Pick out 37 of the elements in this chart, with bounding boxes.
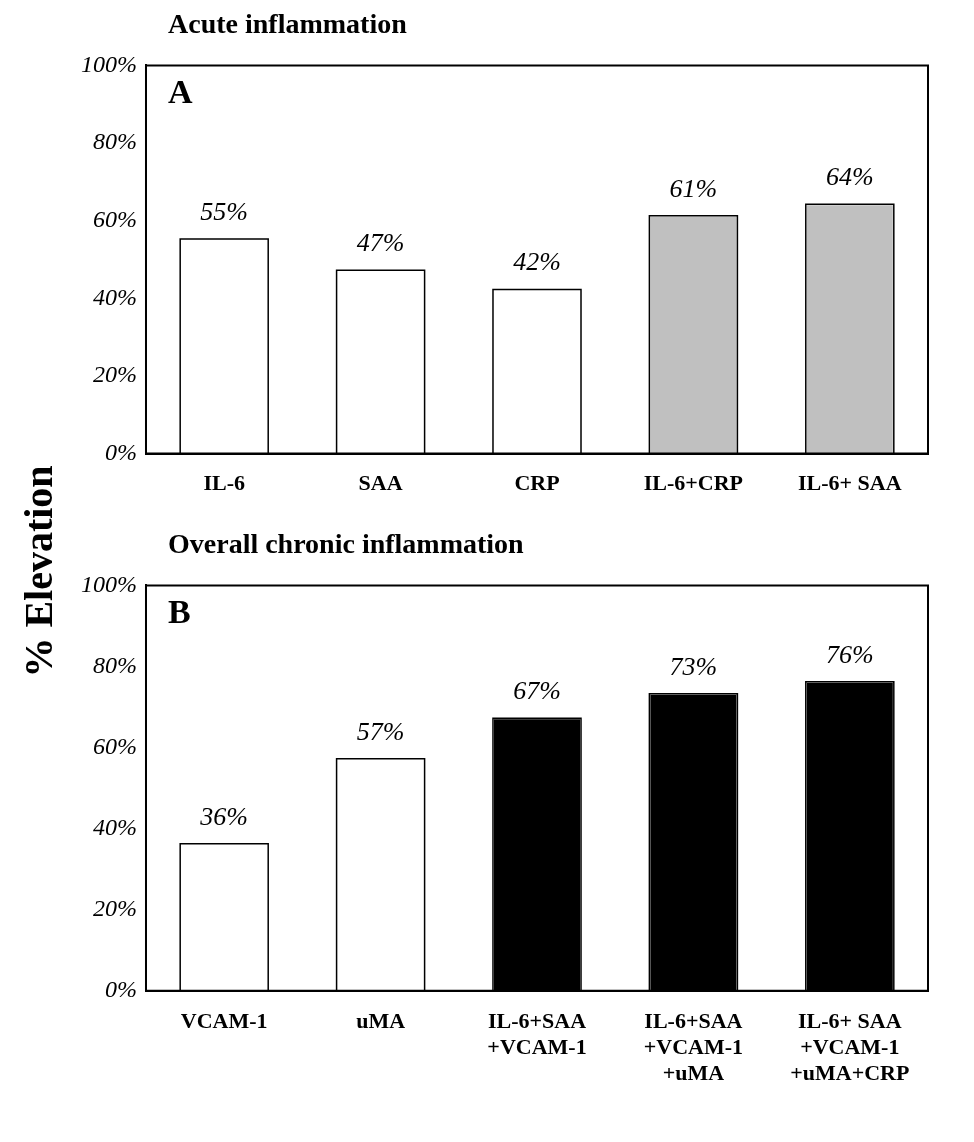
y-tick-label: 80% — [92, 651, 137, 678]
x-tick-label: VCAM-1 — [180, 1007, 268, 1033]
y-tick-label: 0% — [104, 976, 137, 1003]
data-label: 55% — [200, 196, 249, 226]
chart-title: Acute inflammation — [168, 8, 408, 41]
y-tick-label: 20% — [92, 895, 137, 922]
y-tick-label: 20% — [92, 361, 137, 388]
x-tick-label: IL-6+ SAA +VCAM-1 +uMA+CRP — [790, 1007, 910, 1086]
x-tick-label: IL-6 — [203, 470, 245, 496]
y-tick-label: 60% — [92, 732, 137, 759]
y-tick-label: 100% — [80, 50, 137, 77]
data-label: 73% — [669, 651, 718, 681]
data-label: 42% — [513, 247, 561, 277]
data-label: 57% — [356, 716, 405, 746]
annotation: A — [167, 73, 193, 111]
x-tick-label: IL-6+ SAA — [797, 470, 902, 496]
data-label: 76% — [825, 639, 874, 669]
x-tick-label: IL-6+SAA +VCAM-1 +uMA — [643, 1007, 744, 1086]
x-tick-label: IL-6+CRP — [643, 470, 744, 496]
y-tick-label: 80% — [92, 128, 137, 155]
x-tick-label: IL-6+SAA +VCAM-1 — [487, 1007, 587, 1060]
y-tick-label: 100% — [80, 570, 137, 597]
chart-title: Overall chronic inflammation — [168, 528, 525, 561]
x-tick-label: CRP — [514, 470, 560, 496]
data-label: 67% — [513, 676, 561, 706]
y-tick-label: 40% — [92, 283, 137, 310]
y-tick-label: 0% — [104, 438, 137, 465]
x-tick-label: uMA — [356, 1007, 406, 1033]
y-tick-label: 60% — [92, 205, 137, 232]
data-label: 64% — [825, 161, 874, 191]
y-axis-title: % Elevation — [14, 464, 62, 678]
annotation: B — [167, 593, 191, 631]
data-label: 61% — [669, 173, 718, 203]
y-tick-label: 40% — [92, 813, 137, 840]
x-tick-label: SAA — [358, 470, 403, 496]
data-label: 36% — [199, 801, 249, 831]
data-label: 47% — [356, 227, 405, 257]
